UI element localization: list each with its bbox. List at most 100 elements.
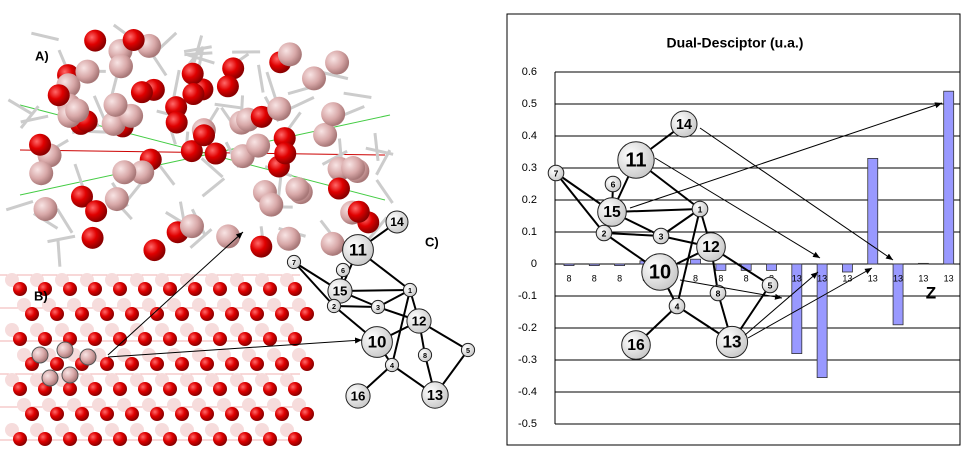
atom <box>82 227 104 249</box>
atom <box>113 282 127 296</box>
atom <box>150 307 164 321</box>
atom <box>205 143 227 165</box>
atom <box>238 332 252 346</box>
atom <box>13 432 27 446</box>
atom <box>263 432 277 446</box>
node-label: 10 <box>368 332 387 351</box>
arrow <box>700 128 893 260</box>
atom <box>123 29 145 51</box>
atom <box>328 178 350 200</box>
atom <box>288 282 302 296</box>
atom <box>25 307 39 321</box>
bond <box>57 209 72 233</box>
atom <box>29 134 51 156</box>
atom <box>38 332 52 346</box>
y-tick-label: -0.5 <box>518 418 537 430</box>
node-label: 16 <box>351 389 366 404</box>
node-label: 14 <box>390 215 404 229</box>
atom <box>238 432 252 446</box>
atom <box>193 124 215 146</box>
atom <box>163 332 177 346</box>
atom <box>138 432 152 446</box>
atom <box>182 83 204 105</box>
y-tick-label: -0.2 <box>518 322 537 334</box>
bond <box>174 70 179 97</box>
atom <box>225 407 239 421</box>
y-tick-label: 0.1 <box>522 226 537 238</box>
bond <box>215 104 243 108</box>
atom <box>213 282 227 296</box>
atom <box>250 236 272 258</box>
atom <box>104 93 128 117</box>
arrow <box>745 272 818 335</box>
atom <box>65 99 89 123</box>
atom <box>42 370 58 386</box>
atom <box>300 407 314 421</box>
node-label: 15 <box>603 204 621 221</box>
atom <box>150 357 164 371</box>
node-label: 15 <box>333 284 348 299</box>
atom <box>34 197 58 221</box>
atom <box>200 307 214 321</box>
edge <box>556 173 604 233</box>
atom <box>25 407 39 421</box>
node-label: 12 <box>702 239 720 256</box>
atom <box>13 332 27 346</box>
x-tick-label: 13 <box>817 273 827 283</box>
atom <box>138 382 152 396</box>
atom <box>80 349 96 365</box>
y-tick-label: 0.3 <box>522 162 537 174</box>
structure-a <box>6 25 393 267</box>
node-label: 3 <box>659 231 664 241</box>
atom <box>100 357 114 371</box>
atom <box>225 357 239 371</box>
atom <box>200 357 214 371</box>
atom <box>138 282 152 296</box>
atom <box>138 332 152 346</box>
bond <box>6 201 33 209</box>
atom <box>259 193 283 217</box>
atom <box>263 382 277 396</box>
atom <box>250 307 264 321</box>
bar <box>615 264 625 266</box>
bond <box>31 33 58 39</box>
node-label: 13 <box>427 388 443 404</box>
atom <box>75 407 89 421</box>
x-tick-label: 8 <box>617 273 622 283</box>
atom <box>88 282 102 296</box>
atom <box>125 357 139 371</box>
y-tick-label: -0.4 <box>518 386 537 398</box>
atom <box>150 407 164 421</box>
atom <box>48 84 70 106</box>
atom <box>313 123 337 147</box>
bond <box>48 236 75 241</box>
atom <box>88 382 102 396</box>
node-label: 16 <box>627 337 645 354</box>
atom <box>302 66 326 90</box>
atom <box>216 224 240 248</box>
x-tick-label: 13 <box>893 273 903 283</box>
atom <box>288 382 302 396</box>
atom <box>75 60 99 84</box>
arrow <box>655 158 820 258</box>
atom <box>238 382 252 396</box>
x-tick-label: 8 <box>744 273 749 283</box>
atom <box>274 142 296 164</box>
node-label: 1 <box>408 286 412 295</box>
bar <box>944 91 954 264</box>
node-label: 6 <box>341 266 345 275</box>
atom <box>267 97 291 121</box>
atom <box>84 30 106 52</box>
atom <box>288 432 302 446</box>
atom <box>278 42 302 66</box>
atom <box>213 382 227 396</box>
atom <box>125 307 139 321</box>
node-label: 4 <box>675 301 680 311</box>
atom <box>188 382 202 396</box>
y-tick-label: 0.5 <box>522 98 537 110</box>
atom <box>321 232 345 256</box>
atom <box>163 382 177 396</box>
bar <box>691 259 701 264</box>
atom <box>348 201 370 223</box>
